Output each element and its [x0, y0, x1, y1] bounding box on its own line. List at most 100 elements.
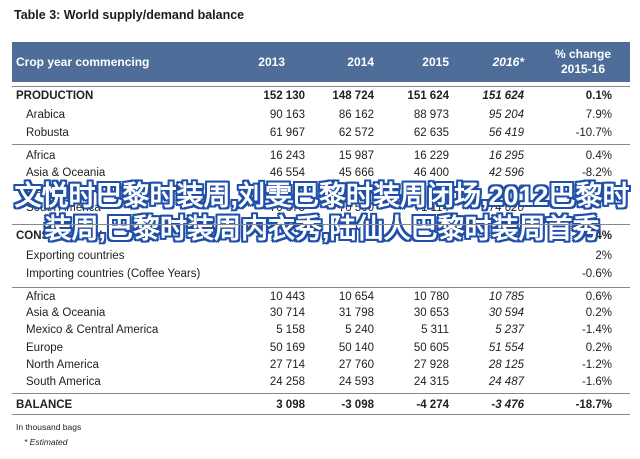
row-separator [12, 287, 630, 288]
row-value: 5 240 [345, 324, 374, 336]
row-separator [12, 144, 630, 145]
row-value: 30 594 [488, 307, 524, 319]
row-value: 74 620 [488, 202, 524, 214]
row-label: Exporting countries [26, 250, 125, 262]
row-change: 0.2% [585, 307, 612, 319]
year-header-2015: 2015 [422, 55, 449, 69]
row-label: North America [26, 359, 99, 371]
table-row: PRODUCTION 152 130 148 724 151 624 151 624 0.… [12, 89, 630, 106]
row-value: 10 654 [338, 291, 374, 303]
row-value: 88 973 [413, 109, 449, 121]
row-value: -3 476 [491, 399, 524, 411]
table-row: North America 27 714 27 760 27 928 28 125 -1.… [12, 358, 630, 375]
row-value: 17 882 [413, 184, 449, 196]
row-value: 56 419 [488, 127, 524, 139]
change-header-line1: % change [554, 47, 611, 61]
row-value: 61 967 [269, 127, 305, 139]
row-value: 5 237 [495, 324, 524, 336]
row-value: 42 596 [488, 167, 524, 179]
estimated-footnote: * Estimated [24, 437, 68, 447]
row-label: Europe [26, 342, 64, 354]
row-value: 24 593 [338, 376, 374, 388]
row-change: 2% [595, 250, 612, 262]
year-header-2016: 2016* [492, 55, 524, 69]
row-value: 24 315 [413, 376, 449, 388]
row-change: 7.9% [585, 109, 612, 121]
row-value: 50 605 [413, 342, 449, 354]
row-value: 62 635 [413, 127, 449, 139]
table-row: Africa 10 443 10 654 10 780 10 785 0.6% [12, 290, 630, 307]
table-row: South America 70 875 70 500 71 114 74 620 [12, 201, 630, 218]
row-value: 24 258 [269, 376, 305, 388]
row-value: -3 098 [341, 399, 374, 411]
row-label: South America [26, 376, 101, 388]
row-separator [12, 224, 630, 225]
row-label: PRODUCTION [16, 90, 94, 102]
row-change: -1.4% [581, 324, 612, 336]
row-value: 148 724 [332, 90, 374, 102]
row-change: -0.6% [581, 268, 612, 280]
row-value: 51 554 [488, 342, 524, 354]
row-value: 16 243 [269, 150, 305, 162]
row-value: 86 162 [338, 109, 374, 121]
row-value: 5 158 [276, 324, 305, 336]
row-value: 5 311 [421, 324, 449, 336]
row-value: 27 928 [413, 359, 449, 371]
year-header-2014: 2014 [347, 55, 374, 69]
table-row: Importing countries (Coffee Years) -0.6% [12, 267, 630, 284]
row-change: -0.4% [581, 230, 612, 242]
year-header-2013: 2013 [258, 55, 285, 69]
row-value: 151 624 [407, 90, 449, 102]
row-separator [12, 86, 630, 87]
row-value: 3 098 [276, 399, 305, 411]
row-value: 10 785 [488, 291, 524, 303]
row-value: 70 500 [338, 202, 374, 214]
row-value: 62 572 [338, 127, 374, 139]
change-header-line2: 2015-16 [560, 62, 606, 76]
table-row: BALANCE 3 098 -3 098 -4 274 -3 476 -18.7% [12, 398, 630, 415]
row-value: 18 458 [269, 184, 305, 196]
row-label: Africa [26, 291, 56, 303]
row-value: 71 114 [414, 202, 449, 214]
row-value: 15 987 [338, 150, 374, 162]
row-value: 28 125 [488, 359, 524, 371]
row-change: -1.2% [581, 359, 612, 371]
row-value: 10 780 [413, 291, 449, 303]
row-value: 90 163 [269, 109, 305, 121]
watermark-overlay-text: 文悦时巴黎时装周,刘雯巴黎时装周闭场,2012巴黎时装周,巴黎时装周内衣秀,陆仙… [14, 181, 630, 244]
table-header: Crop year commencing 2013 2014 2015 2016… [12, 42, 630, 82]
table-row: Mexico & Central America 5 158 5 240 5 311 5… [12, 323, 630, 340]
row-label: Importing countries (Coffee Years) [26, 268, 201, 280]
row-label: Asia & Oceania [26, 167, 106, 179]
row-value: 30 653 [413, 307, 449, 319]
table-row: Africa 16 243 15 987 16 229 16 295 0.4% [12, 149, 630, 166]
table-row: Europe 50 169 50 140 50 605 51 554 0.2% [12, 341, 630, 358]
row-value: 70 875 [269, 202, 305, 214]
row-value: 16 229 [413, 150, 449, 162]
row-value: 24 487 [488, 376, 524, 388]
row-value: -4 274 [416, 399, 449, 411]
row-change: -8.2% [581, 167, 612, 179]
table-row: Arabica 90 163 86 162 88 973 95 204 7.9% [12, 108, 630, 125]
row-label: Mexico & Central America [26, 324, 159, 336]
row-value: 17 568 [338, 184, 374, 196]
row-label: Africa [26, 150, 56, 162]
row-separator [12, 414, 630, 415]
row-value: 10 443 [269, 291, 305, 303]
row-value: 46 400 [413, 167, 449, 179]
row-change: -10.7% [575, 127, 612, 139]
row-change: 0.4% [585, 150, 612, 162]
row-change: 0.1% [585, 90, 612, 102]
table-row: Mexico & Central America 18 458 17 568 17 8… [12, 183, 630, 200]
row-value: 152 130 [263, 90, 305, 102]
row-label: South America [26, 202, 101, 214]
table-row: Robusta 61 967 62 572 62 635 56 419 -10.7% [12, 126, 630, 143]
row-label: CONSUMPTION [16, 230, 103, 242]
row-value: 50 169 [269, 342, 305, 354]
row-value: 151 624 [482, 90, 524, 102]
row-separator [12, 393, 630, 394]
change-header: % change 2015-16 [538, 47, 628, 77]
row-value: 45 666 [338, 167, 374, 179]
row-value: 16 295 [488, 150, 524, 162]
table-row: South America 24 258 24 593 24 315 24 487 -1.… [12, 375, 630, 392]
